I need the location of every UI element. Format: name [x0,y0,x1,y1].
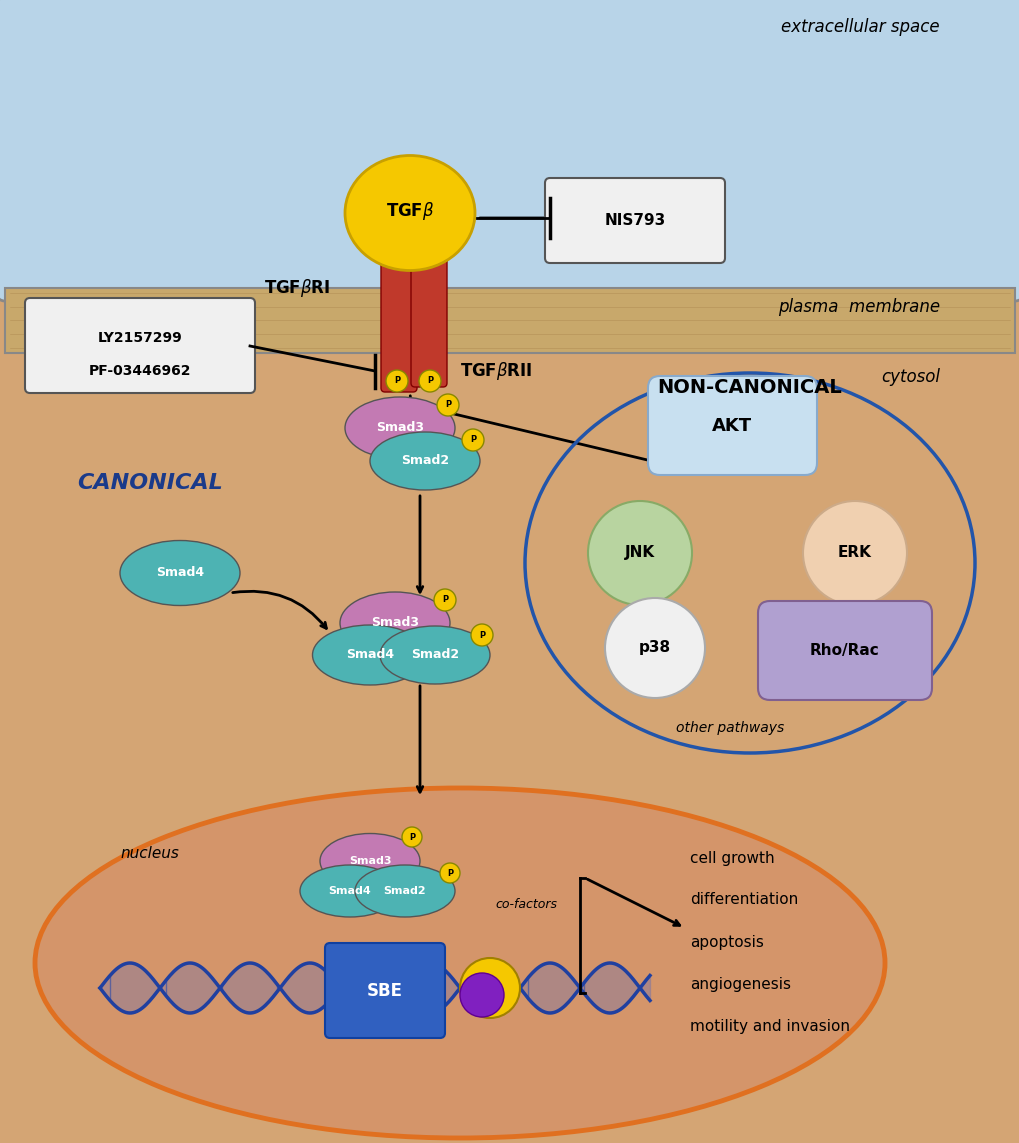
FancyBboxPatch shape [411,209,446,387]
Bar [5,288,1014,353]
Text: NON-CANONICAL: NON-CANONICAL [657,378,842,398]
FancyBboxPatch shape [0,0,1019,301]
Ellipse shape [370,432,480,490]
Text: P: P [409,832,415,841]
Text: co-factors: co-factors [494,898,556,911]
Text: PF-03446962: PF-03446962 [89,363,192,378]
Ellipse shape [344,397,454,459]
Text: TGF$\beta$RII: TGF$\beta$RII [460,360,532,382]
Text: P: P [427,376,433,385]
Text: SBE: SBE [367,982,403,1000]
Text: Rho/Rac: Rho/Rac [809,644,879,658]
Text: motility and invasion: motility and invasion [689,1018,849,1033]
Text: p38: p38 [638,640,671,655]
Text: P: P [444,400,450,409]
Text: TGF$\beta$RI: TGF$\beta$RI [263,277,330,299]
Text: Smad2: Smad2 [400,455,448,467]
Text: Smad4: Smad4 [328,886,371,896]
Ellipse shape [339,592,449,654]
Ellipse shape [380,626,489,684]
FancyBboxPatch shape [381,199,417,392]
Circle shape [471,624,492,646]
Text: TGF$\beta$: TGF$\beta$ [385,200,434,222]
Ellipse shape [320,833,420,888]
Text: P: P [441,596,447,605]
Circle shape [587,501,691,605]
Circle shape [385,370,408,392]
Circle shape [462,429,484,451]
FancyBboxPatch shape [544,178,725,263]
Text: Smad4: Smad4 [156,567,204,580]
FancyBboxPatch shape [25,298,255,393]
Text: Smad2: Smad2 [411,648,459,662]
Text: cell growth: cell growth [689,850,773,865]
Circle shape [419,370,440,392]
Text: extracellular space: extracellular space [781,18,940,35]
Ellipse shape [120,541,239,606]
Text: Smad2: Smad2 [383,886,426,896]
Text: Smad3: Smad3 [348,856,391,866]
Text: Smad3: Smad3 [376,422,424,434]
Ellipse shape [312,625,427,685]
Text: P: P [470,435,476,445]
Ellipse shape [355,865,454,917]
Circle shape [460,958,520,1018]
Circle shape [460,973,503,1017]
Circle shape [604,598,704,698]
Text: P: P [479,631,485,639]
Text: cytosol: cytosol [880,368,940,386]
Circle shape [401,828,422,847]
Text: differentiation: differentiation [689,893,798,908]
Circle shape [802,501,906,605]
Text: Smad4: Smad4 [345,648,393,662]
Text: NIS793: NIS793 [604,214,665,229]
FancyBboxPatch shape [325,943,444,1038]
Circle shape [439,863,460,884]
FancyBboxPatch shape [647,376,816,475]
Circle shape [436,394,459,416]
Text: apoptosis: apoptosis [689,935,763,950]
Text: P: P [446,869,452,878]
Text: Smad3: Smad3 [371,616,419,630]
Ellipse shape [344,155,475,271]
Text: CANONICAL: CANONICAL [77,473,223,493]
Ellipse shape [35,788,884,1138]
Circle shape [433,589,455,612]
Text: AKT: AKT [711,417,751,435]
Text: nucleus: nucleus [120,846,178,861]
Text: JNK: JNK [625,545,654,560]
Text: other pathways: other pathways [676,721,784,735]
Text: angiogenesis: angiogenesis [689,976,790,991]
Text: plasma  membrane: plasma membrane [777,298,940,315]
Ellipse shape [300,865,399,917]
Text: P: P [393,376,399,385]
FancyBboxPatch shape [757,601,931,700]
Text: LY2157299: LY2157299 [98,331,182,345]
Text: ERK: ERK [838,545,871,560]
